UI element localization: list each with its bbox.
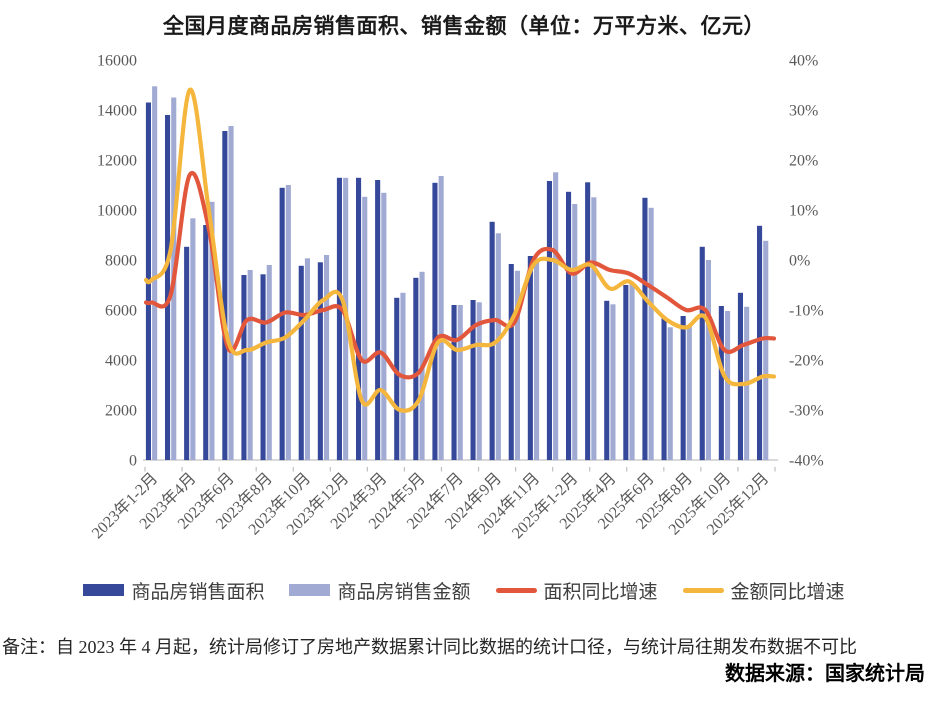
bar-amount-2025年6月 [648,207,654,461]
y-right-tick-label: -40% [789,453,824,470]
y-right-tick-label: -20% [789,353,824,370]
y-left-tick-label: 12000 [97,153,137,170]
bar-area-2025年3月 [585,182,591,461]
bar-area-2025年4月 [604,300,610,461]
bar-amount-2024年10月 [514,270,520,461]
bar-amount-2023年6月 [228,126,234,460]
bar-amount-2023年11月 [324,255,330,460]
y-left-tick-label: 4000 [105,353,137,370]
bar-amount-2024年6月 [438,176,444,460]
bar-area-2023年10月 [298,265,304,461]
bar-area-2024年1-2月 [356,177,362,461]
bar-amount-2024年9月 [495,233,501,461]
bar-area-2025年8月 [680,316,686,460]
y-left-tick-label: 10000 [97,203,137,220]
bar-area-2023年3月 [165,115,171,460]
y-left-tick-label: 14000 [97,103,137,120]
chart-plot-area: 0 2000 4000 6000 8000 10000 12000 14000 16000 40%… [88,53,824,543]
bar-amount-2023年1-2月 [152,86,158,461]
bar-area-2024年8月 [470,300,476,460]
y-left-tick-label: 6000 [105,303,137,320]
y-right-tick-label: -30% [789,403,824,420]
bar-area-2025年5月 [623,285,629,460]
bar-area-2025年6月 [642,197,648,461]
y-left-tick-label: 8000 [105,253,137,270]
area-growth-line-swatch-icon [495,587,537,593]
y-left-tick-label: 0 [129,453,137,470]
bar-area-2024年12月 [546,181,552,460]
legend-item-area-growth: 面积同比增速 [495,577,658,604]
bar-area-2024年10月 [508,264,514,460]
bar-amount-2025年8月 [686,326,692,460]
bar-area-2023年4月 [184,246,190,461]
y-left-tick-label: 2000 [105,403,137,420]
bar-area-2025年1-2月 [566,191,572,461]
bar-amount-2024年3月 [381,192,387,461]
bar-amount-2024年11月 [534,261,540,460]
bar-area-2025年7月 [661,317,667,461]
bar-area-2024年11月 [527,256,533,460]
bar-amount-2023年9月 [285,185,291,460]
bar-area-2024年7月 [451,305,457,460]
bar-area-2024年4月 [394,297,400,461]
bar-amount-2024年7月 [457,305,463,460]
bar-area-2023年9月 [279,187,285,461]
chart-legend: 商品房销售面积 商品房销售金额 面积同比增速 金额同比增速 [0,577,928,603]
bar-amount-2023年4月 [190,218,196,461]
bar-area-2023年5月 [203,225,209,460]
bar-amount-2023年8月 [266,265,272,460]
footnote-remark: 备注：自 2023 年 4 月起，统计局修订了房地产数据累计同比数据的统计口径，… [2,637,857,657]
bar-area-2025年10月 [718,306,724,460]
bar-amount-2024年8月 [476,302,482,461]
y-right-tick-label: 10% [789,203,818,220]
bar-amount-2025年9月 [705,260,711,460]
y-right-tick-label: -10% [789,303,824,320]
bar-amount-2025年12月 [763,240,769,461]
legend-label: 商品房销售金额 [337,581,471,603]
legend-label: 商品房销售面积 [131,581,265,603]
growth-line-金额同比增速 [143,87,777,413]
bar-area-2024年3月 [375,180,381,460]
bar-area-2024年6月 [432,182,438,461]
bar-amount-2023年7月 [247,270,253,460]
bar-amount-2025年4月 [610,304,616,461]
bar-amount-2025年5月 [629,284,635,461]
amount-growth-line-swatch-icon [682,587,724,593]
legend-item-amount-growth: 金额同比增速 [682,577,845,604]
bar-amount-2024年1-2月 [362,196,368,461]
legend-label: 面积同比增速 [543,581,658,603]
bar-area-2023年11月 [317,262,323,461]
bar-amount-2025年10月 [725,311,731,460]
y-left-tick-label: 16000 [97,53,137,70]
bar-area-2023年8月 [260,274,266,461]
y-right-tick-label: 40% [789,53,818,70]
bar-amount-2023年10月 [304,258,310,461]
y-right-tick-label: 0% [789,253,810,270]
y-right-tick-label: 30% [789,103,818,120]
bar-area-2024年9月 [489,221,495,461]
sales-area-swatch-icon [83,584,125,596]
legend-label: 金额同比增速 [730,581,845,603]
data-source: 数据来源：国家统计局 [725,663,925,685]
y-right-tick-label: 20% [789,153,818,170]
bar-area-2023年7月 [241,275,247,460]
bar-area-2025年11月 [737,292,743,461]
bar-area-2025年9月 [699,246,705,461]
bar-area-2024年5月 [413,277,419,461]
bar-area-2025年12月 [757,225,763,461]
bar-area-2023年12月 [336,177,342,461]
legend-item-sales-area: 商品房销售面积 [83,577,264,604]
legend-item-sales-amount: 商品房销售金额 [289,577,471,604]
chart-title: 全国月度商品房销售面积、销售金额（单位：万平方米、亿元） [163,14,765,38]
sales-amount-swatch-icon [289,584,331,596]
bar-amount-2025年7月 [667,327,673,461]
bar-amount-2025年1-2月 [572,204,578,460]
bar-area-2023年6月 [222,131,228,460]
bar-amount-2023年5月 [209,201,215,461]
bar-amount-2024年12月 [553,172,559,461]
bar-amount-2025年3月 [591,197,597,461]
growth-line-面积同比增速 [143,170,777,380]
